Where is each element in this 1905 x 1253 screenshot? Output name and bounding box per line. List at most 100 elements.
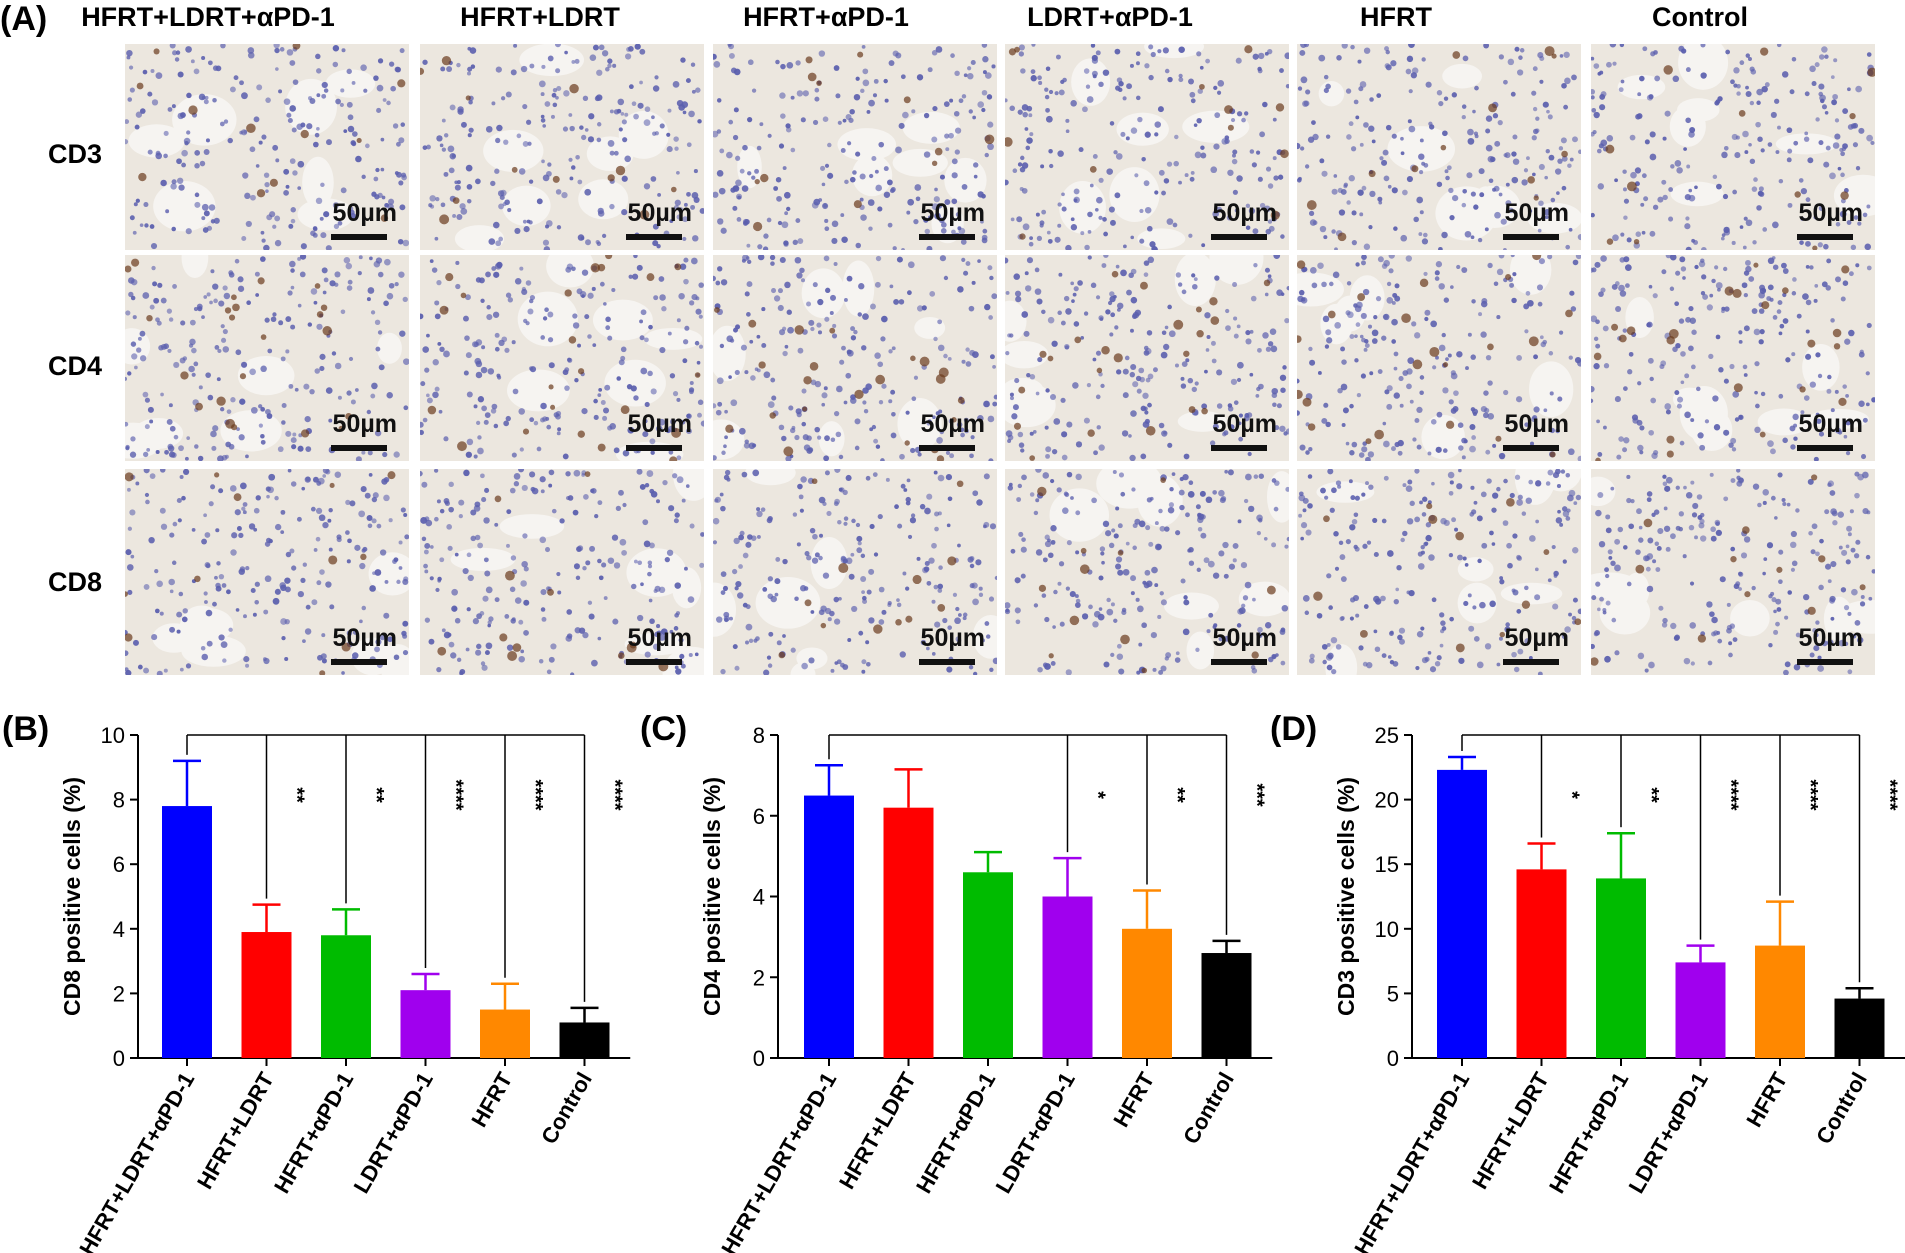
scale-bar <box>331 659 387 665</box>
scale-bar-label: 50µm <box>920 624 985 652</box>
y-tick-label: 15 <box>1375 852 1399 877</box>
scale-bar <box>1211 659 1267 665</box>
significance-stars: **** <box>1879 779 1901 810</box>
scale-bar-label: 50µm <box>627 624 692 652</box>
scale-bar <box>919 445 975 451</box>
significance-stars: ** <box>365 787 387 803</box>
bar-charts: (B) 0 2 4 6 8 10 CD8 positive cells (%) HFRT+LDR… <box>2 710 1905 1253</box>
bar <box>480 1009 530 1058</box>
y-tick-label: 0 <box>753 1046 765 1071</box>
scale-bar <box>1211 234 1267 240</box>
row-header: CD4 <box>47 351 102 381</box>
y-tick-label: 2 <box>753 965 765 990</box>
y-tick-label: 0 <box>1387 1046 1399 1071</box>
x-tick-label: LDRT+αPD-1 <box>349 1068 438 1198</box>
bar <box>883 807 934 1058</box>
bar <box>963 872 1013 1058</box>
scale-bar-label: 50µm <box>332 410 397 438</box>
micrograph-image: 50µm <box>713 469 997 675</box>
micrograph-image: 50µm <box>125 44 409 250</box>
column-header: HFRT+LDRT <box>460 2 620 32</box>
x-tick-label: LDRT+αPD-1 <box>1624 1068 1713 1198</box>
significance-stars: **** <box>1799 779 1821 810</box>
bar <box>162 806 212 1058</box>
scale-bar <box>1797 234 1853 240</box>
y-tick-label: 10 <box>101 723 125 748</box>
bar <box>1516 869 1567 1058</box>
significance-stars: ** <box>1640 787 1662 803</box>
scale-bar <box>919 659 975 665</box>
column-header: HFRT <box>1360 2 1432 32</box>
significance-stars: *** <box>1246 783 1268 807</box>
x-tick-label: HFRT+LDRT+αPD-1 <box>74 1068 199 1253</box>
row-header: CD3 <box>47 139 102 169</box>
scale-bar-label: 50µm <box>332 199 397 227</box>
column-header: LDRT+αPD-1 <box>1027 2 1193 32</box>
x-tick-label: HFRT+αPD-1 <box>269 1068 358 1198</box>
x-tick-label: HFRT+LDRT+αPD-1 <box>716 1068 841 1253</box>
scale-bar-label: 50µm <box>1798 410 1863 438</box>
x-tick-label: Control <box>1178 1068 1239 1148</box>
scale-bar <box>626 445 682 451</box>
bar <box>1596 878 1646 1058</box>
y-tick-label: 8 <box>753 723 765 748</box>
x-tick-label: HFRT <box>466 1068 517 1132</box>
y-tick-label: 4 <box>113 917 125 942</box>
y-tick-label: 6 <box>753 804 765 829</box>
scale-bar <box>331 234 387 240</box>
significance-stars: **** <box>524 779 546 810</box>
significance-stars: ** <box>1166 787 1188 803</box>
y-tick-label: 2 <box>113 981 125 1006</box>
bar <box>559 1022 610 1058</box>
bar <box>1201 953 1252 1058</box>
scale-bar <box>1503 445 1559 451</box>
y-axis-label: CD4 positive cells (%) <box>699 777 725 1016</box>
bar <box>241 932 292 1058</box>
micrograph-image: 50µm <box>420 44 704 250</box>
scale-bar-label: 50µm <box>920 410 985 438</box>
y-tick-label: 5 <box>1387 981 1399 1006</box>
x-tick-label: HFRT+αPD-1 <box>911 1068 1000 1198</box>
row-header: CD8 <box>47 567 102 597</box>
micrograph-image: 50µm <box>420 255 704 461</box>
panel-a-letter: (A) <box>0 0 48 38</box>
bar <box>1675 962 1726 1058</box>
scale-bar-label: 50µm <box>1504 624 1569 652</box>
significance-stars: **** <box>604 779 626 810</box>
x-tick-label: Control <box>536 1068 597 1148</box>
scale-bar <box>1503 234 1559 240</box>
panel-letter: (B) <box>2 710 49 748</box>
y-tick-label: 6 <box>113 852 125 877</box>
micrograph-image: 50µm <box>1591 255 1875 461</box>
x-tick-label: HFRT+LDRT <box>192 1068 279 1194</box>
x-tick-label: HFRT <box>1741 1068 1792 1132</box>
scale-bar-label: 50µm <box>1504 410 1569 438</box>
micrograph-image: 50µm <box>420 469 704 675</box>
scale-bar-label: 50µm <box>1212 624 1277 652</box>
scale-bar-label: 50µm <box>920 199 985 227</box>
micrograph-image: 50µm <box>1005 469 1289 675</box>
y-tick-label: 20 <box>1375 788 1399 813</box>
scale-bar <box>331 445 387 451</box>
significance-stars: * <box>1561 791 1583 799</box>
significance-stars: * <box>1087 791 1109 799</box>
x-tick-label: Control <box>1811 1068 1872 1148</box>
micrograph-image: 50µm <box>713 44 997 250</box>
significance-stars: ** <box>286 787 308 803</box>
scale-bar-label: 50µm <box>332 624 397 652</box>
x-tick-label: HFRT+LDRT+αPD-1 <box>1349 1068 1474 1253</box>
micrograph-image: 50µm <box>125 469 409 675</box>
column-header: Control <box>1652 2 1748 32</box>
y-tick-label: 10 <box>1375 917 1399 942</box>
scale-bar <box>1503 659 1559 665</box>
bar <box>400 990 451 1058</box>
bar <box>1755 945 1805 1058</box>
bar <box>1437 769 1487 1058</box>
column-header: HFRT+LDRT+αPD-1 <box>81 2 335 32</box>
y-tick-label: 4 <box>753 885 765 910</box>
scale-bar-label: 50µm <box>1212 199 1277 227</box>
micrograph-image: 50µm <box>1005 255 1289 461</box>
scale-bar-label: 50µm <box>1798 199 1863 227</box>
scale-bar <box>919 234 975 240</box>
x-tick-label: HFRT <box>1108 1068 1159 1132</box>
